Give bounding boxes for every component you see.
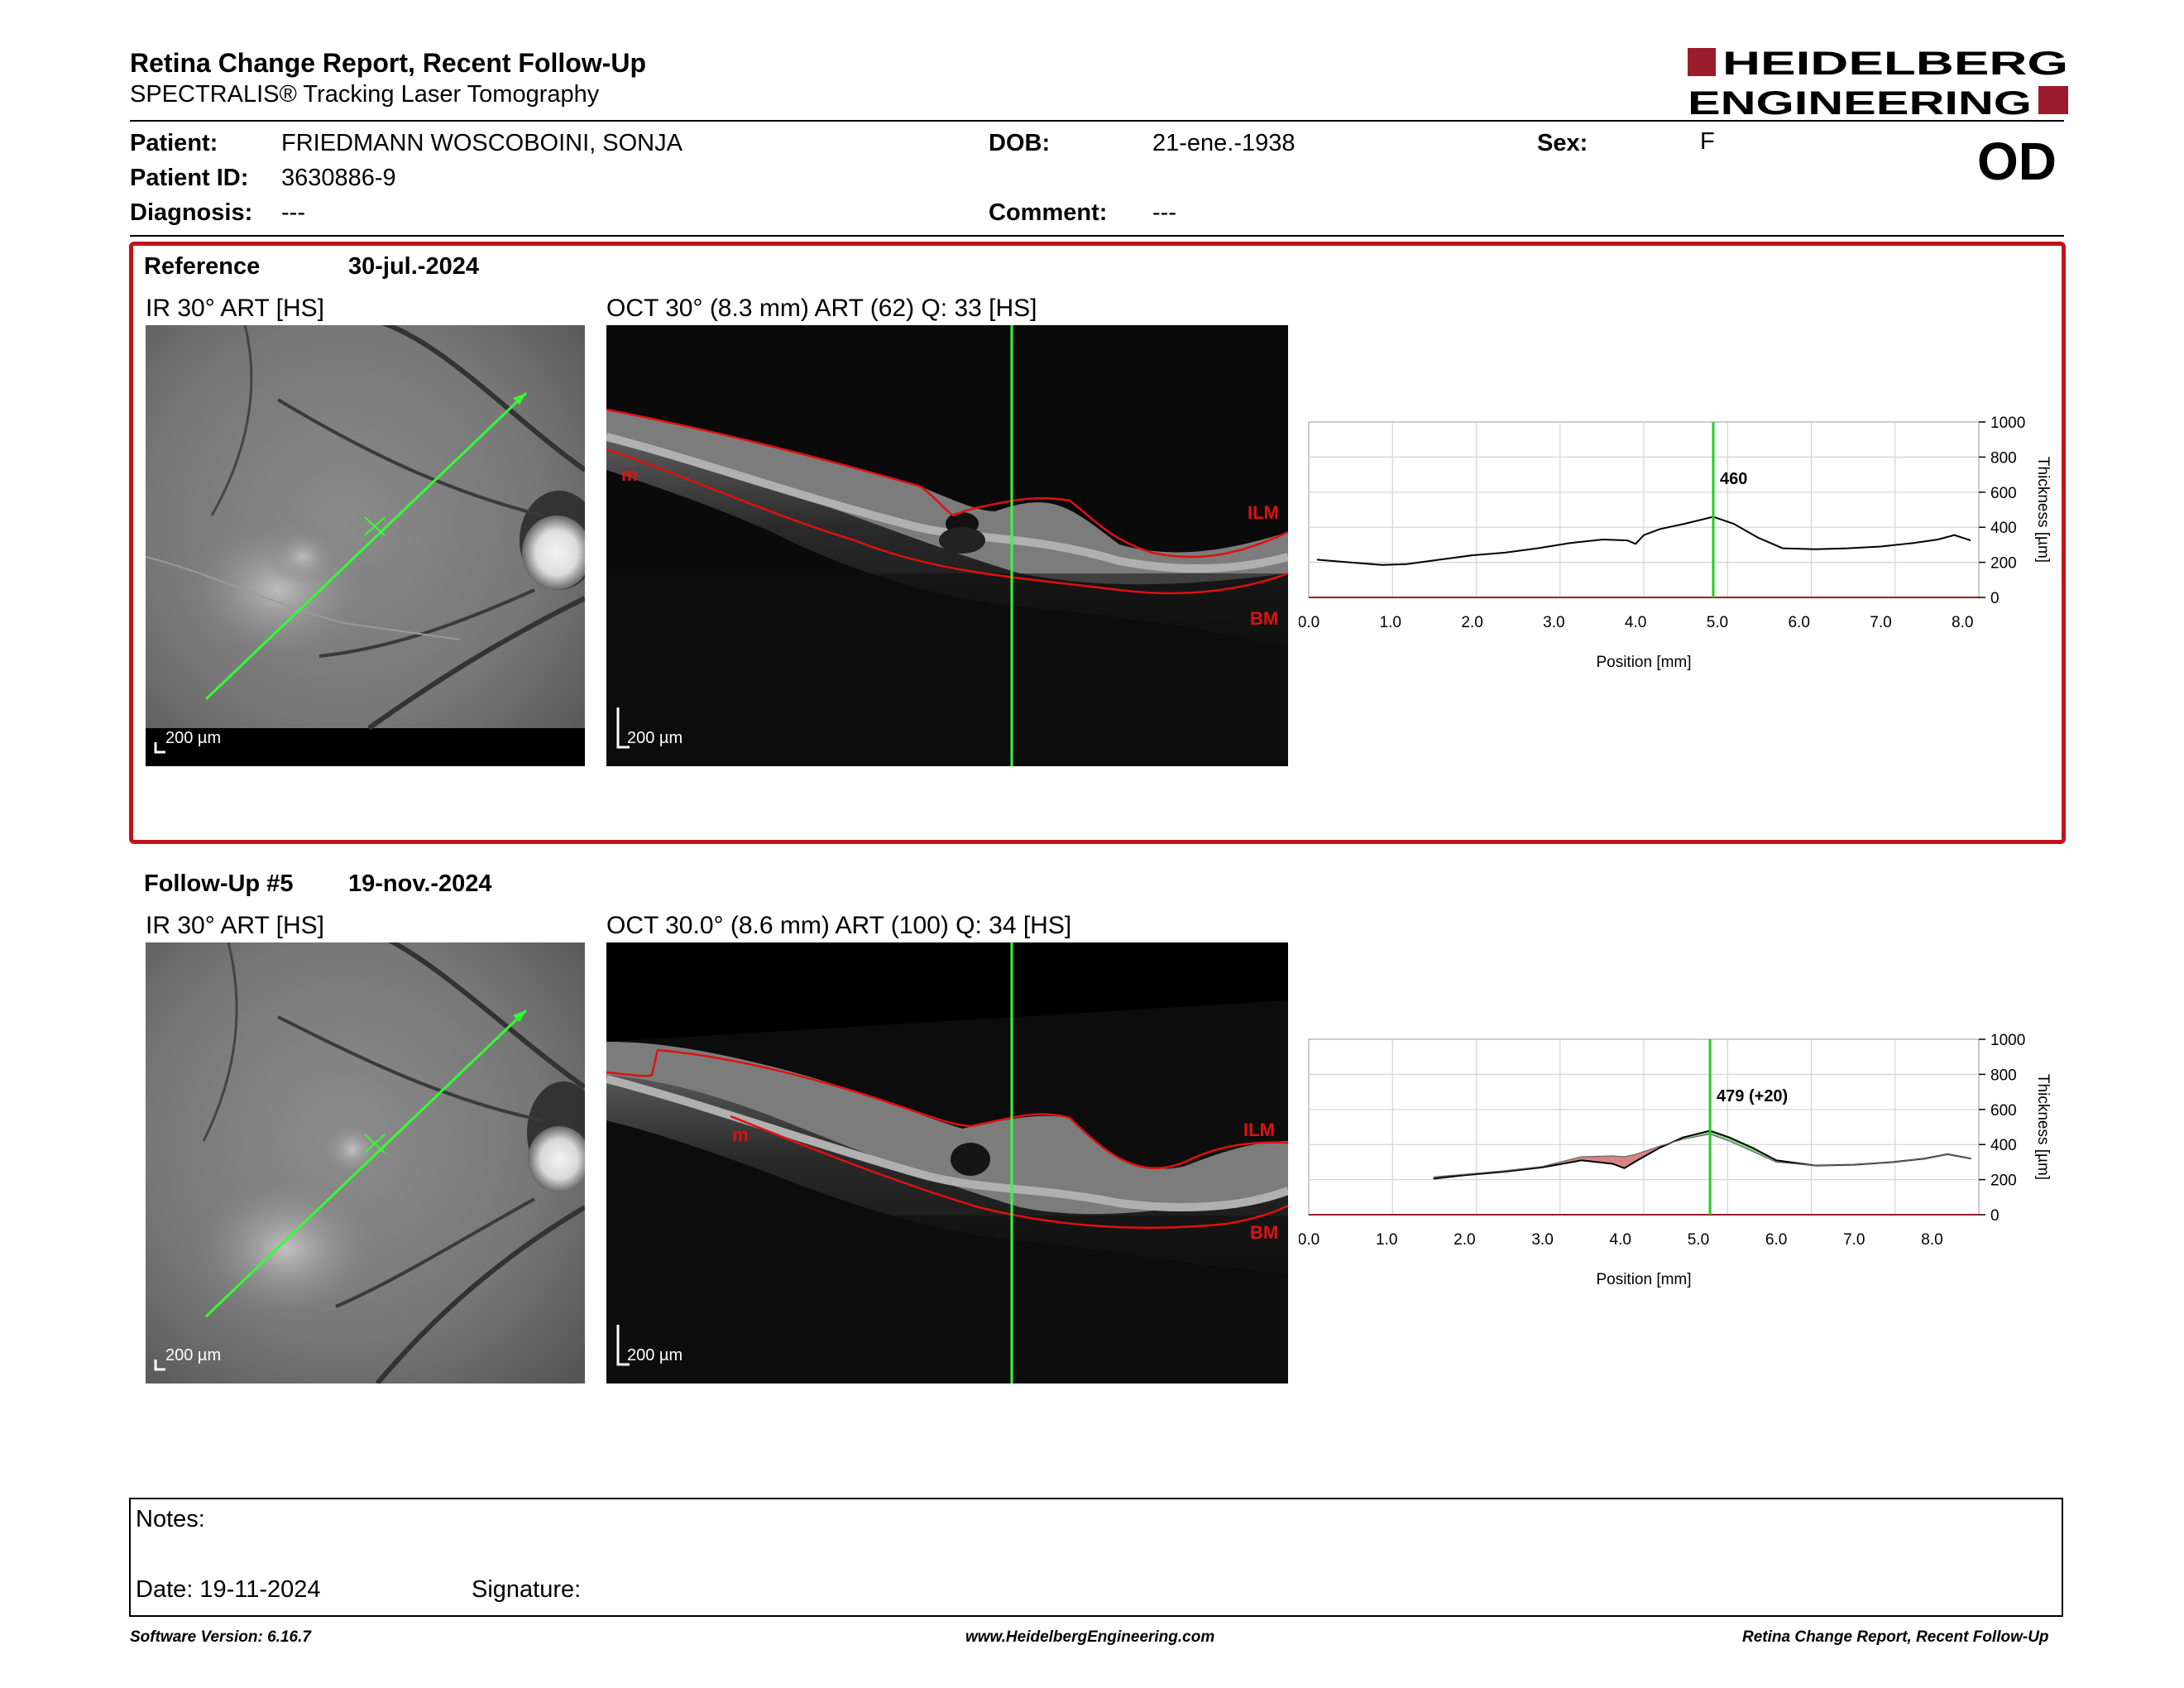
chart-ytick-label: 1000: [1990, 1032, 2025, 1049]
chart-marker-label: 460: [1720, 470, 1747, 488]
logo-line2: ENGINEERING: [1688, 85, 2032, 119]
reference-bm-tag: BM: [1250, 608, 1279, 629]
notes-label: Notes:: [136, 1506, 205, 1532]
chart-ytick-label: 600: [1990, 1102, 2017, 1120]
followup-date: 19-nov.-2024: [348, 870, 492, 897]
chart-ytick-label: 600: [1990, 485, 2017, 502]
chart-xtick-label: 6.0: [1788, 614, 1809, 631]
chart-ytick-label: 0: [1990, 590, 2000, 607]
chart-xtick-label: 0.0: [1299, 614, 1320, 631]
footer-report-name: Retina Change Report, Recent Follow-Up: [1742, 1628, 2049, 1646]
followup-ir-image: 200 µm: [146, 942, 585, 1383]
reference-ilm-tag: ILM: [1248, 502, 1279, 523]
chart-xtick-label: 6.0: [1765, 1231, 1787, 1249]
chart-ytick-label: 400: [1990, 1137, 2017, 1154]
chart-xlabel: Position [mm]: [1596, 1271, 1691, 1288]
chart-xtick-label: 8.0: [1952, 614, 1973, 631]
chart-xtick-label: 3.0: [1531, 1231, 1553, 1249]
followup-ilm-tag: ILM: [1243, 1120, 1275, 1140]
chart-change-area: [1624, 1153, 1636, 1168]
chart-ytick-label: 400: [1990, 520, 2017, 537]
patient-label: Patient:: [130, 130, 218, 156]
chart-series-line: [1433, 1133, 1971, 1177]
patient-name: FRIEDMANN WOSCOBOINI, SONJA: [281, 130, 682, 156]
chart-xtick-label: 1.0: [1376, 1231, 1397, 1249]
reference-oct-image: ILM BM m 200 µm: [606, 325, 1288, 766]
reference-ir-image: 200 µm: [146, 325, 585, 766]
logo-square-top-icon: [1688, 48, 1716, 76]
comment-value: ---: [1152, 199, 1176, 226]
followup-m-tag: m: [732, 1125, 749, 1145]
header-divider: [130, 120, 2064, 122]
eye-indicator: OD: [1977, 132, 2057, 191]
chart-xlabel: Position [mm]: [1596, 654, 1691, 671]
logo-line1: HEIDELBERG: [1722, 46, 2068, 82]
chart-ytick-label: 200: [1990, 555, 2017, 573]
report-subtitle: SPECTRALIS® Tracking Laser Tomography: [130, 81, 600, 108]
chart-xtick-label: 5.0: [1707, 614, 1728, 631]
diagnosis-value: ---: [281, 199, 305, 226]
notes-date: Date: 19-11-2024: [136, 1576, 321, 1603]
chart-series-line: [1316, 516, 1971, 566]
patient-id-value: 3630886-9: [281, 165, 396, 191]
chart-xtick-label: 5.0: [1688, 1231, 1709, 1249]
reference-oct-label: OCT 30° (8.3 mm) ART (62) Q: 33 [HS]: [606, 295, 1037, 322]
chart-ytick-label: 200: [1990, 1172, 2017, 1190]
patient-divider: [130, 235, 2064, 237]
report-title: Retina Change Report, Recent Follow-Up: [130, 48, 647, 78]
logo-square-bottom-icon: [2038, 86, 2068, 114]
chart-ytick-label: 800: [1990, 1067, 2017, 1084]
chart-xtick-label: 4.0: [1610, 1231, 1631, 1249]
followup-oct-label: OCT 30.0° (8.6 mm) ART (100) Q: 34 [HS]: [606, 912, 1072, 939]
signature-label: Signature:: [472, 1576, 582, 1603]
reference-date: 30-jul.-2024: [348, 253, 479, 280]
followup-thickness-chart: 0 200 400 600 800 1000 0.0 1.0 2.0 3.0 4.0 5.0 6.0 7.…: [1299, 1032, 2052, 1288]
chart-ylabel: Thickness [µm]: [2034, 457, 2052, 563]
chart-xtick-label: 8.0: [1921, 1231, 1942, 1249]
followup-ir-label: IR 30° ART [HS]: [146, 912, 324, 939]
followup-ir-scale: 200 µm: [165, 1346, 222, 1364]
notes-box: [129, 1498, 2063, 1617]
chart-marker-label: 479 (+20): [1717, 1087, 1788, 1105]
patient-id-label: Patient ID:: [130, 165, 249, 191]
reference-ir-label: IR 30° ART [HS]: [146, 295, 324, 322]
reference-frame: [129, 242, 2066, 844]
chart-ytick-label: 1000: [1990, 415, 2025, 432]
reference-thickness-chart: 0 200 400 600 800 1000 0.0 1.0 2.0 3.0 4.0 5.0 6.0 7.…: [1299, 415, 2052, 671]
dob-value: 21-ene.-1938: [1152, 130, 1296, 156]
heidelberg-logo: HEIDELBERG ENGINEERING: [1688, 46, 2068, 119]
website-link[interactable]: www.HeidelbergEngineering.com: [965, 1628, 1215, 1646]
chart-xtick-label: 0.0: [1299, 1231, 1320, 1249]
reference-label: Reference: [144, 253, 261, 280]
comment-label: Comment:: [989, 199, 1108, 226]
followup-oct-image: ILM BM m 200 µm: [606, 942, 1288, 1383]
chart-change-area: [1581, 1155, 1613, 1164]
followup-bm-tag: BM: [1250, 1222, 1279, 1243]
chart-xtick-label: 7.0: [1870, 614, 1891, 631]
chart-change-area: [1612, 1155, 1625, 1168]
dob-label: DOB:: [989, 130, 1051, 156]
chart-ytick-label: 0: [1990, 1207, 2000, 1225]
chart-xtick-label: 1.0: [1380, 614, 1401, 631]
chart-xtick-label: 4.0: [1625, 614, 1646, 631]
chart-xtick-label: 2.0: [1454, 1231, 1475, 1249]
reference-ir-scale: 200 µm: [165, 729, 222, 747]
chart-ylabel: Thickness [µm]: [2034, 1074, 2052, 1180]
diagnosis-label: Diagnosis:: [130, 199, 253, 226]
software-version: Software Version: 6.16.7: [130, 1628, 311, 1646]
chart-xtick-label: 2.0: [1461, 614, 1482, 631]
followup-label: Follow-Up #5: [144, 870, 294, 897]
sex-label: Sex:: [1537, 130, 1588, 156]
chart-xtick-label: 7.0: [1843, 1231, 1865, 1249]
followup-oct-scale: 200 µm: [627, 1346, 683, 1364]
reference-oct-scale: 200 µm: [627, 729, 683, 747]
reference-m-tag: m: [621, 464, 638, 485]
sex-value: F: [1700, 128, 1715, 155]
chart-ytick-label: 800: [1990, 449, 2017, 467]
chart-xtick-label: 3.0: [1543, 614, 1564, 631]
